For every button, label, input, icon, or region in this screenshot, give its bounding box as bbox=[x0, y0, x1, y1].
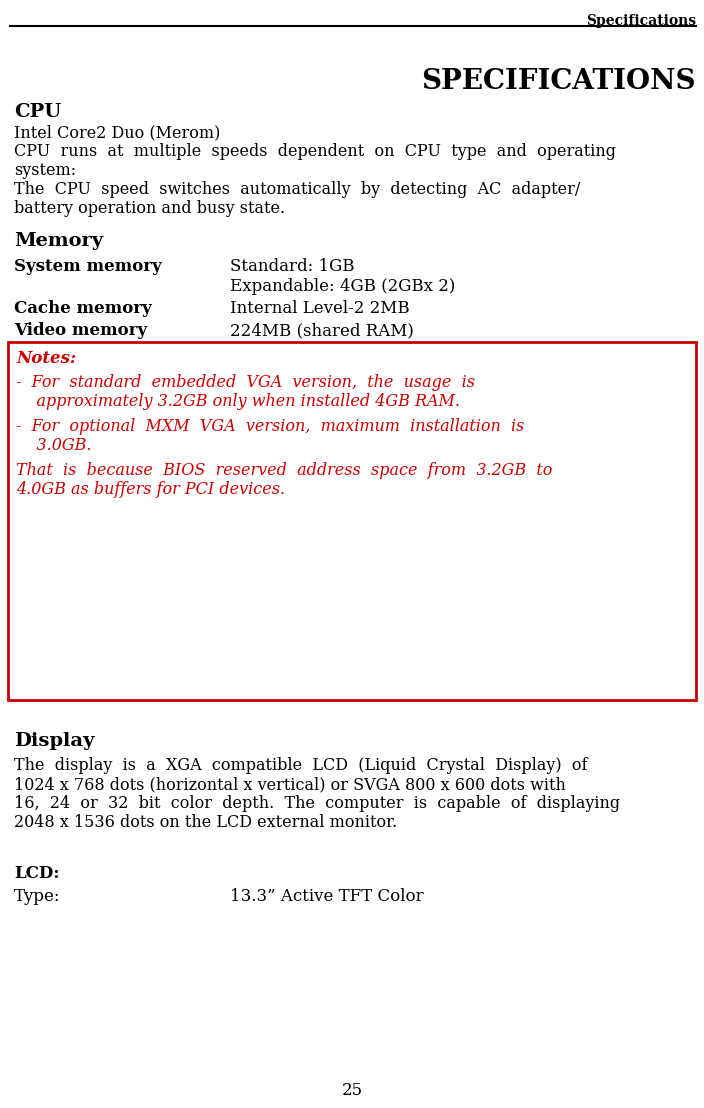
Text: 25: 25 bbox=[341, 1083, 363, 1099]
Text: approximately 3.2GB only when installed 4GB RAM.: approximately 3.2GB only when installed … bbox=[16, 393, 460, 410]
Text: Display: Display bbox=[14, 732, 94, 750]
Text: That  is  because  BIOS  reserved  address  space  from  3.2GB  to: That is because BIOS reserved address sp… bbox=[16, 462, 553, 479]
Text: Specifications: Specifications bbox=[586, 14, 696, 28]
Text: battery operation and busy state.: battery operation and busy state. bbox=[14, 201, 285, 217]
Text: 16,  24  or  32  bit  color  depth.  The  computer  is  capable  of  displaying: 16, 24 or 32 bit color depth. The comput… bbox=[14, 796, 620, 812]
Text: The  display  is  a  XGA  compatible  LCD  (Liquid  Crystal  Display)  of: The display is a XGA compatible LCD (Liq… bbox=[14, 757, 588, 774]
Text: Notes:: Notes: bbox=[16, 350, 76, 367]
Text: SPECIFICATIONS: SPECIFICATIONS bbox=[422, 68, 696, 95]
Text: 2048 x 1536 dots on the LCD external monitor.: 2048 x 1536 dots on the LCD external mon… bbox=[14, 814, 397, 831]
Text: Standard: 1GB: Standard: 1GB bbox=[230, 258, 355, 275]
Text: CPU  runs  at  multiple  speeds  dependent  on  CPU  type  and  operating: CPU runs at multiple speeds dependent on… bbox=[14, 143, 616, 160]
Text: Internal Level-2 2MB: Internal Level-2 2MB bbox=[230, 300, 410, 317]
Text: Memory: Memory bbox=[14, 232, 103, 250]
FancyBboxPatch shape bbox=[8, 342, 696, 700]
Text: Expandable: 4GB (2GBx 2): Expandable: 4GB (2GBx 2) bbox=[230, 278, 455, 295]
Text: Type:: Type: bbox=[14, 888, 61, 905]
Text: System memory: System memory bbox=[14, 258, 162, 275]
Text: 1024 x 768 dots (horizontal x vertical) or SVGA 800 x 600 dots with: 1024 x 768 dots (horizontal x vertical) … bbox=[14, 776, 566, 793]
Text: system:: system: bbox=[14, 162, 76, 179]
Text: Cache memory: Cache memory bbox=[14, 300, 152, 317]
Text: Video memory: Video memory bbox=[14, 322, 147, 339]
Text: LCD:: LCD: bbox=[14, 865, 60, 882]
Text: 3.0GB.: 3.0GB. bbox=[16, 437, 92, 454]
Text: 13.3” Active TFT Color: 13.3” Active TFT Color bbox=[230, 888, 424, 905]
Text: -  For  standard  embedded  VGA  version,  the  usage  is: - For standard embedded VGA version, the… bbox=[16, 375, 475, 391]
Text: 4.0GB as buffers for PCI devices.: 4.0GB as buffers for PCI devices. bbox=[16, 481, 285, 497]
Text: -  For  optional  MXM  VGA  version,  maximum  installation  is: - For optional MXM VGA version, maximum … bbox=[16, 418, 524, 435]
Text: The  CPU  speed  switches  automatically  by  detecting  AC  adapter/: The CPU speed switches automatically by … bbox=[14, 181, 580, 198]
Text: CPU: CPU bbox=[14, 103, 61, 121]
Text: Intel Core2 Duo (Merom): Intel Core2 Duo (Merom) bbox=[14, 124, 220, 141]
Text: 224MB (shared RAM): 224MB (shared RAM) bbox=[230, 322, 414, 339]
